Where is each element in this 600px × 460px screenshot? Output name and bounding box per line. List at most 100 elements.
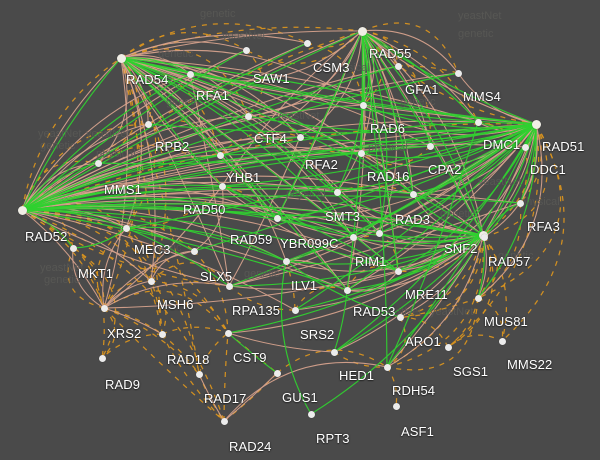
graph-node-mus81[interactable] — [474, 294, 482, 302]
graph-node-smt3[interactable] — [333, 188, 341, 196]
graph-node-ilv1[interactable] — [282, 257, 290, 265]
edge-coexpression — [21, 73, 191, 211]
graph-node-rad9[interactable] — [98, 354, 106, 362]
graph-node-mre11[interactable] — [394, 267, 402, 275]
edge-coexpression — [333, 123, 537, 353]
edge-physical — [120, 57, 362, 154]
graph-node-yhb1[interactable] — [216, 151, 224, 159]
edge-physical — [120, 57, 287, 262]
graph-node-rad6[interactable] — [359, 101, 367, 109]
graph-node-msh6[interactable] — [147, 277, 155, 285]
graph-node-hed1[interactable] — [330, 348, 338, 356]
edge-coexpression — [346, 123, 537, 291]
graph-node-dmc1[interactable] — [474, 118, 482, 126]
graph-node-ybr099c[interactable] — [349, 233, 357, 241]
graph-node-mec3[interactable] — [122, 224, 130, 232]
edge-coexpression — [120, 57, 348, 291]
edge-physical — [103, 250, 195, 309]
graph-node-label-snf2: SNF2 — [444, 241, 478, 256]
graph-node-mkt1[interactable] — [69, 244, 77, 252]
edge-coexpression — [352, 234, 484, 245]
graph-node-gfa1[interactable] — [394, 62, 402, 70]
edge-genetic — [482, 234, 507, 342]
graph-node-label-rpb2: RPB2 — [155, 139, 190, 154]
graph-node-label-asf1: ASF1 — [401, 424, 434, 439]
edge-coexpression — [346, 234, 484, 291]
edge-genetic — [21, 123, 537, 211]
graph-node-label-rad51: RAD51 — [542, 139, 585, 154]
graph-node-ctf4[interactable] — [244, 112, 252, 120]
graph-node-rad24[interactable] — [220, 417, 228, 425]
edge-genetic — [245, 30, 363, 65]
graph-node-slx5[interactable] — [190, 247, 198, 255]
edge-genetic — [72, 247, 105, 309]
graph-node-rpb2[interactable] — [144, 120, 152, 128]
graph-node-saw1[interactable] — [242, 46, 250, 54]
graph-node-rad53[interactable] — [343, 286, 351, 294]
graph-node-mms22[interactable] — [498, 337, 506, 345]
graph-node-rad3[interactable] — [409, 190, 417, 198]
edge-genetic — [397, 65, 459, 74]
graph-node-gus1[interactable] — [273, 369, 281, 377]
graph-node-cpa2[interactable] — [426, 142, 434, 150]
graph-node-rpa135[interactable] — [225, 282, 233, 290]
graph-node-rad55[interactable] — [357, 26, 367, 36]
edge-genetic — [161, 333, 225, 422]
edge-physical — [21, 175, 414, 211]
edge-genetic — [21, 209, 152, 282]
graph-node-csm3[interactable] — [303, 39, 311, 47]
graph-node-aro1[interactable] — [396, 313, 404, 321]
edge-genetic — [161, 326, 229, 335]
graph-node-rfa1[interactable] — [186, 70, 194, 78]
edge-genetic — [361, 30, 399, 67]
edge-genetic — [193, 250, 229, 334]
graph-node-rad52[interactable] — [17, 205, 27, 215]
graph-node-srs2[interactable] — [291, 306, 299, 314]
graph-node-rfa2[interactable] — [296, 133, 304, 141]
graph-node-mms1[interactable] — [94, 159, 102, 167]
graph-node-cst9[interactable] — [224, 329, 232, 337]
edge-physical — [346, 270, 399, 292]
edge-coexpression — [360, 30, 364, 154]
graph-node-label-slx5: SLX5 — [200, 269, 233, 284]
edge-genetic — [161, 333, 200, 375]
graph-node-rad16[interactable] — [357, 149, 365, 157]
edge-coexpression — [386, 121, 479, 368]
graph-node-rpt3[interactable] — [307, 410, 315, 418]
edge-genetic — [103, 57, 139, 309]
graph-node-rdh54[interactable] — [383, 363, 391, 371]
graph-node-rad17[interactable] — [195, 370, 203, 378]
graph-node-asf1[interactable] — [392, 402, 400, 410]
edge-coexpression — [120, 57, 354, 238]
graph-node-label-mkt1: MKT1 — [78, 266, 114, 281]
graph-node-mms4[interactable] — [454, 69, 462, 77]
edge-physical — [21, 209, 296, 311]
edge-coexpression — [228, 234, 484, 287]
edge-physical — [103, 185, 223, 309]
edge-coexpression — [147, 123, 537, 134]
edge-coexpression — [120, 57, 380, 234]
graph-node-label-rfa1: RFA1 — [196, 88, 229, 103]
graph-node-xrs2[interactable] — [100, 304, 108, 312]
graph-node-rfa3[interactable] — [516, 199, 524, 207]
graph-node-label-ddc1: DDC1 — [530, 162, 566, 177]
edge-coexpression — [285, 123, 537, 262]
edge-physical — [120, 34, 308, 59]
edge-coexpression — [352, 123, 537, 238]
graph-node-rad54[interactable] — [116, 53, 126, 63]
graph-node-sgs1[interactable] — [444, 343, 452, 351]
graph-node-label-rad50: RAD50 — [183, 202, 226, 217]
graph-node-rim1[interactable] — [375, 229, 383, 237]
graph-node-ddc1[interactable] — [521, 143, 529, 151]
graph-node-rad59[interactable] — [273, 214, 281, 222]
edge-genetic — [21, 209, 229, 334]
edge-physical — [21, 146, 362, 211]
graph-node-rad51[interactable] — [531, 119, 541, 129]
graph-node-rad18[interactable] — [158, 330, 166, 338]
edge-physical — [361, 30, 537, 125]
edge-coexpression — [483, 123, 537, 238]
graph-node-rad50[interactable] — [218, 182, 226, 190]
graph-node-rad57[interactable] — [480, 233, 488, 241]
